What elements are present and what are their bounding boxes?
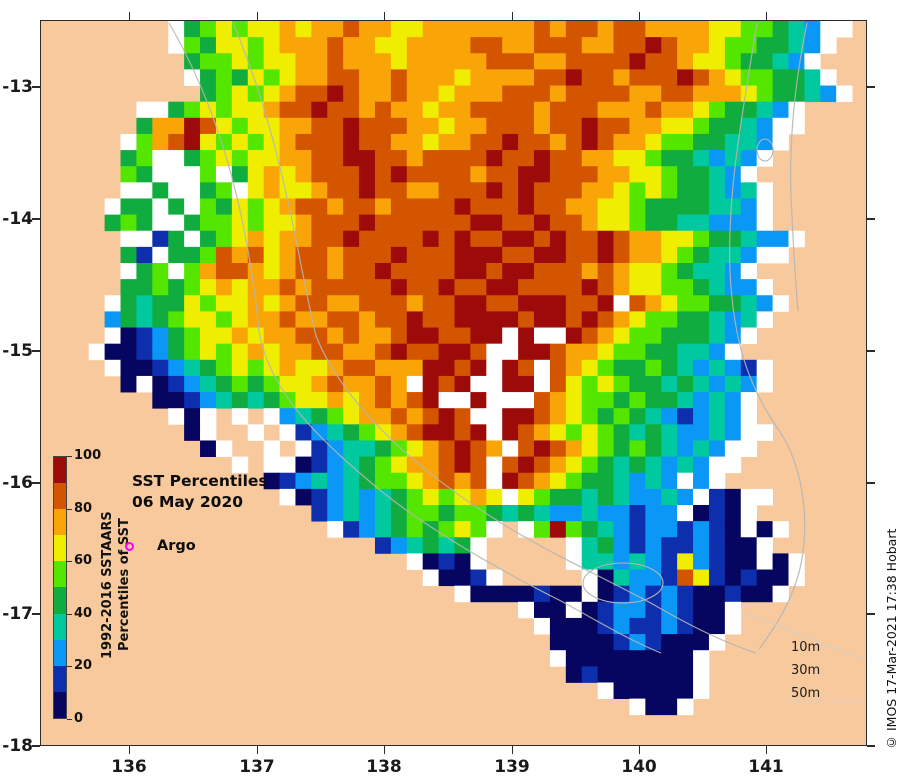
colorbar-tick-label: 40 <box>74 605 93 621</box>
axis-tick <box>867 218 875 220</box>
y-axis-tick-label: -15 <box>2 341 33 361</box>
depth-contour-labels: 10m 30m 50m <box>791 636 820 705</box>
colorbar-tick-label: 20 <box>74 658 93 674</box>
axis-tick <box>638 12 640 20</box>
colorbar-tick-label: 60 <box>74 553 93 569</box>
x-axis-tick-label: 136 <box>111 757 147 777</box>
axis-tick <box>32 482 40 484</box>
colorbar-title: 1992-2016 SSTAARS Percentiles of SST <box>99 451 135 719</box>
axis-tick <box>867 482 875 484</box>
x-axis-tick-label: 137 <box>239 757 275 777</box>
colorbar-segment <box>54 561 66 588</box>
axis-tick <box>511 746 513 754</box>
x-axis-tick-label: 138 <box>366 757 402 777</box>
colorbar-tick-label: 80 <box>74 500 93 516</box>
colorbar-tick <box>67 613 72 615</box>
axis-tick <box>765 12 767 20</box>
axis-tick <box>128 746 130 754</box>
depth-label: 50m <box>791 686 821 701</box>
colorbar-segment <box>54 639 66 666</box>
colorbar-segment <box>54 509 66 536</box>
colorbar-title-line1: 1992-2016 SSTAARS <box>100 511 115 659</box>
colorbar-tick <box>67 561 72 563</box>
y-axis-tick-label: -13 <box>2 77 33 97</box>
axis-tick <box>32 86 40 88</box>
colorbar-title-line2: Percentiles of SST <box>117 518 132 652</box>
y-axis-tick-label: -16 <box>2 473 33 493</box>
colorbar-tick-label: 100 <box>74 448 102 463</box>
axis-tick <box>32 218 40 220</box>
map-title-line1: SST Percentiles <box>132 472 268 490</box>
colorbar <box>53 456 67 719</box>
argo-label: Argo <box>157 538 196 554</box>
axis-tick <box>867 613 875 615</box>
colorbar-tick <box>67 719 72 720</box>
colorbar-segment <box>54 691 66 718</box>
axis-tick <box>511 12 513 20</box>
argo-marker-icon <box>125 542 134 551</box>
y-axis-tick-label: -14 <box>2 209 33 229</box>
credit-text: © IMOS 17-Mar-2021 17:38 Hobart <box>884 528 899 750</box>
axis-tick <box>638 746 640 754</box>
axis-tick <box>256 12 258 20</box>
axis-tick <box>383 12 385 20</box>
axis-tick <box>32 350 40 352</box>
depth-label: 30m <box>791 663 821 678</box>
colorbar-segment <box>54 457 66 484</box>
y-axis-tick-label: -18 <box>2 736 33 756</box>
colorbar-tick-label: 0 <box>74 711 84 726</box>
axis-tick <box>765 746 767 754</box>
colorbar-segment <box>54 665 66 692</box>
map-plot: 100 80 60 40 20 0 1992-2016 SSTAARS Percentil… <box>40 20 867 746</box>
map-title: SST Percentiles 06 May 2020 <box>132 471 268 513</box>
colorbar-segment <box>54 587 66 614</box>
axis-tick <box>256 746 258 754</box>
x-axis-tick-label: 140 <box>621 757 657 777</box>
x-axis-tick-label: 141 <box>748 757 784 777</box>
map-title-line2: 06 May 2020 <box>132 493 244 511</box>
axis-tick <box>128 12 130 20</box>
colorbar-tick <box>67 666 72 668</box>
axis-tick <box>867 86 875 88</box>
axis-tick <box>867 350 875 352</box>
colorbar-segment <box>54 613 66 640</box>
axis-tick <box>383 746 385 754</box>
colorbar-segment <box>54 483 66 510</box>
depth-label: 10m <box>791 640 821 655</box>
y-axis-tick-label: -17 <box>2 604 33 624</box>
axis-tick <box>32 613 40 615</box>
axis-tick <box>867 745 875 747</box>
colorbar-tick <box>67 508 72 510</box>
colorbar-tick <box>67 456 72 457</box>
x-axis-tick-label: 139 <box>494 757 530 777</box>
colorbar-segment <box>54 535 66 562</box>
axis-tick <box>32 745 40 747</box>
